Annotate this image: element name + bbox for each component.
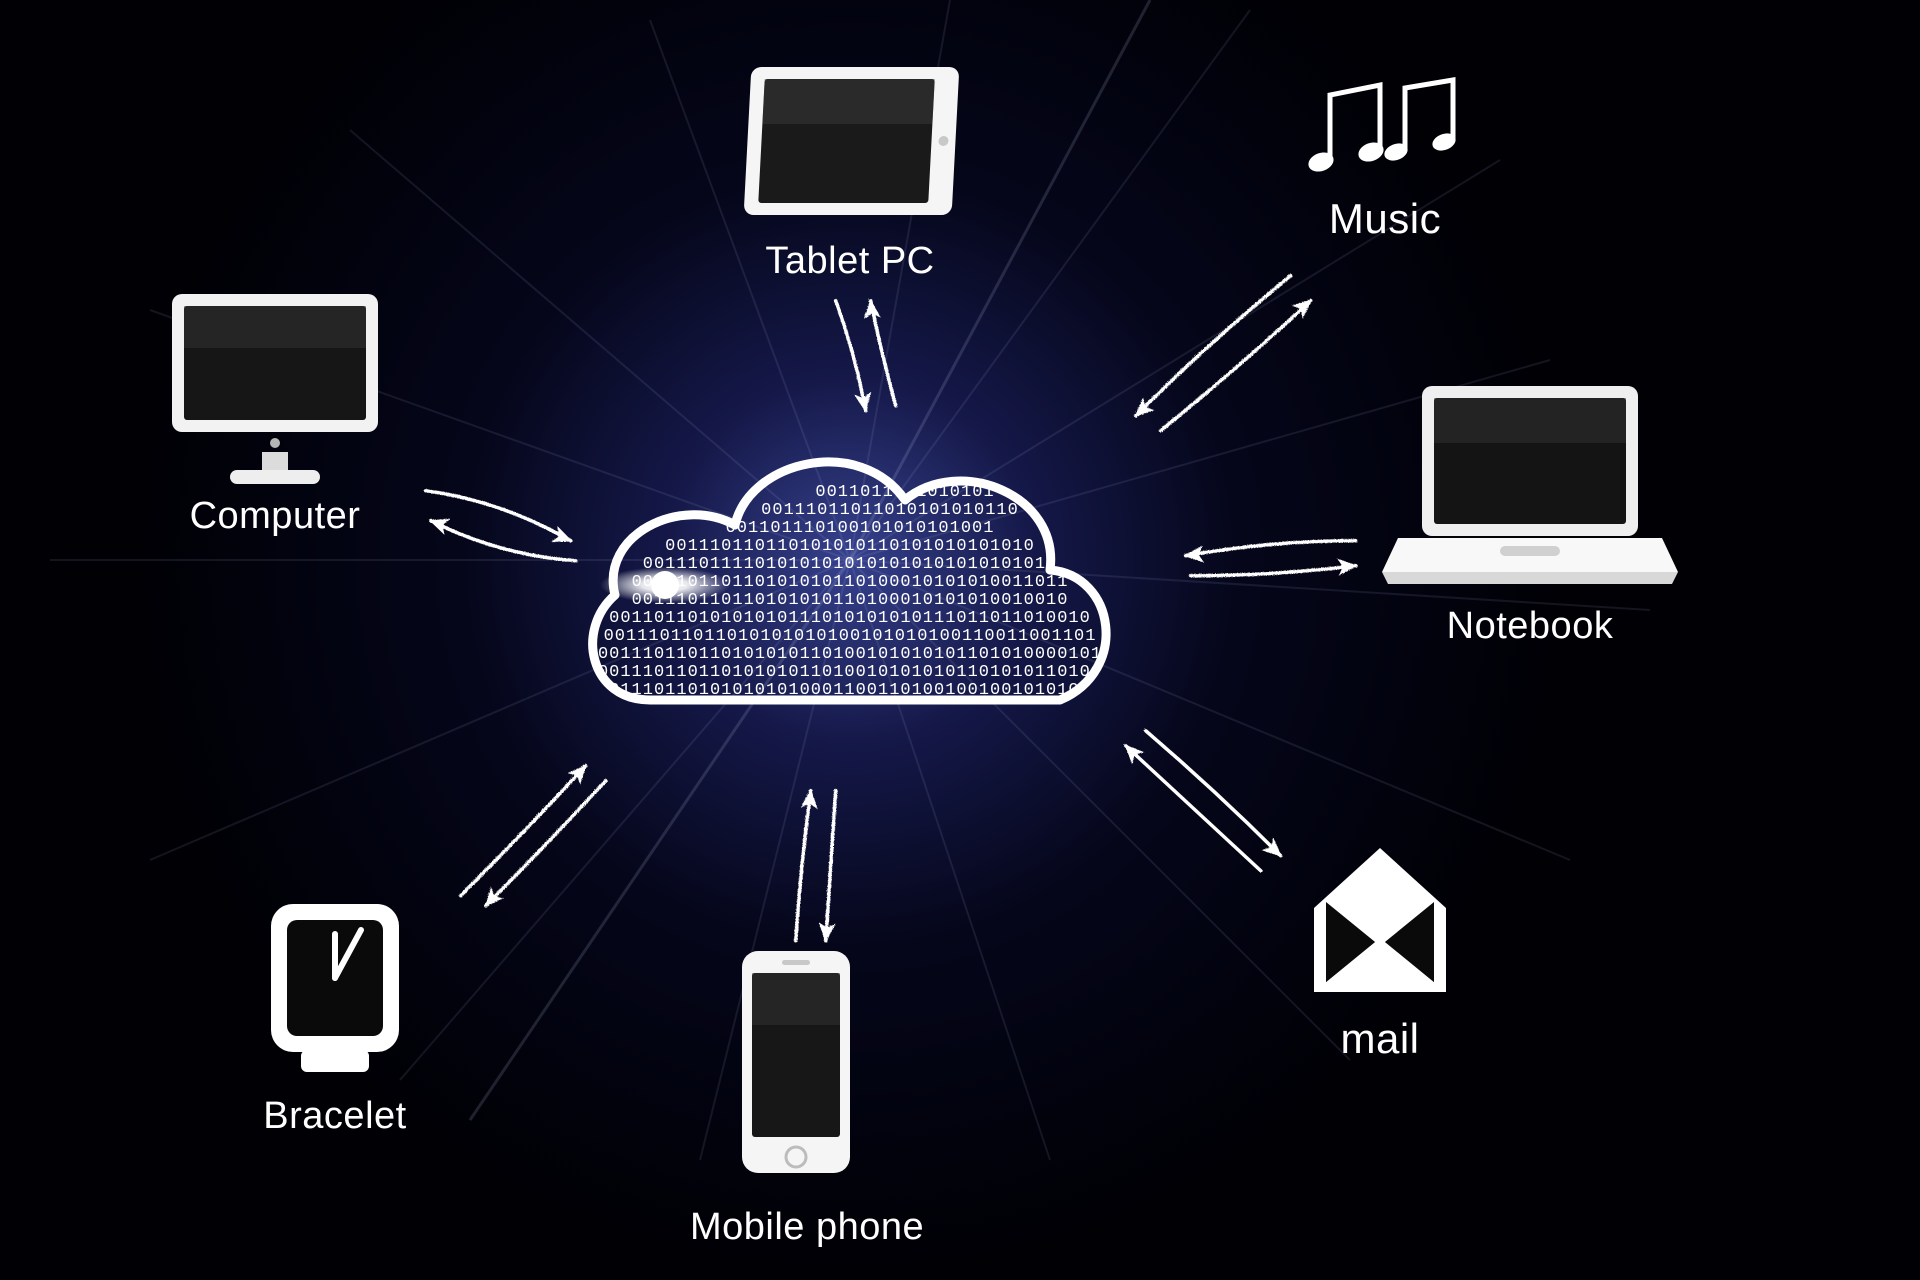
binary-line: 00111011011010101010110: [761, 501, 1019, 520]
binary-line: 0011101111010101010101010101010101010: [643, 555, 1057, 574]
node-tablet: Tablet PC: [730, 55, 970, 283]
bracelet-label: Bracelet: [245, 1095, 425, 1138]
cloud-svg: 001110110 001110100 0011011011010101 001…: [560, 400, 1140, 780]
smartwatch-icon: [245, 890, 425, 1090]
binary-line: 0011011010101010111010101010111011011010…: [609, 609, 1091, 628]
desktop-computer-icon: [150, 280, 400, 490]
mobile-label: Mobile phone: [690, 1206, 890, 1249]
binary-line: 001110110110101010110100010101010011011: [632, 573, 1069, 592]
computer-label: Computer: [150, 495, 400, 538]
binary-line: 001101110100101010101001: [726, 519, 995, 538]
tablet-label: Tablet PC: [730, 240, 970, 283]
binary-line: 0011101101101010101010010101010011001100…: [604, 627, 1097, 646]
node-bracelet: Bracelet: [245, 890, 425, 1138]
binary-line: 001110110110101010110101010101010: [665, 537, 1035, 556]
notebook-label: Notebook: [1380, 605, 1680, 648]
music-label: Music: [1285, 195, 1485, 243]
diagram-stage: 001110110 001110100 0011011011010101 001…: [0, 0, 1920, 1280]
mail-icon: [1290, 830, 1470, 1010]
node-music: Music: [1285, 70, 1485, 243]
node-notebook: Notebook: [1380, 370, 1680, 648]
laptop-icon: [1380, 370, 1680, 600]
binary-line: 0011101101101010101101001010101011010101…: [598, 663, 1102, 682]
tablet-icon: [730, 55, 970, 235]
node-mail: mail: [1290, 830, 1470, 1063]
binary-line: 0011101101101010101101001010101011010100…: [598, 645, 1102, 664]
node-computer: Computer: [150, 280, 400, 538]
binary-line: 001110110: [880, 447, 981, 466]
music-notes-icon: [1285, 70, 1485, 190]
binary-line: 001110110110101010110100010101010010010: [632, 591, 1069, 610]
smartphone-icon: [690, 945, 890, 1195]
mail-label: mail: [1290, 1015, 1470, 1063]
node-mobile: Mobile phone: [690, 945, 890, 1249]
cloud-center: 001110110 001110100 0011011011010101 001…: [560, 400, 1140, 785]
